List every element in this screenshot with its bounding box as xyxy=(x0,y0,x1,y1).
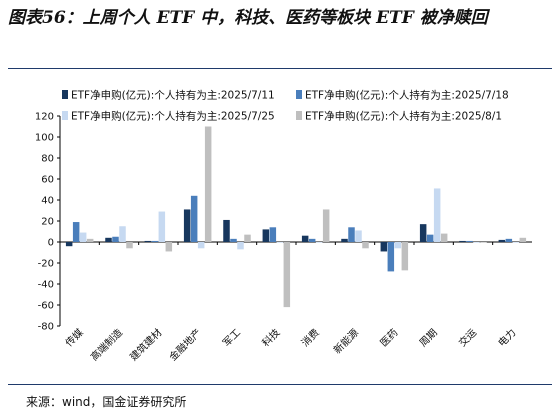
bar-3-2 xyxy=(119,226,126,242)
bar-2-2 xyxy=(112,236,119,242)
category-label: 消费 xyxy=(298,326,321,349)
y-tick-label: -20 xyxy=(38,259,54,270)
bar-3-9 xyxy=(394,242,402,249)
bar-3-3 xyxy=(158,211,166,242)
bar-4-2 xyxy=(126,242,133,249)
bar-2-3 xyxy=(151,240,159,242)
category-label: 军工 xyxy=(220,327,243,350)
y-tick-label: 120 xyxy=(35,112,54,123)
y-tick-label: 40 xyxy=(41,196,54,207)
bar-3-10 xyxy=(433,188,441,242)
y-tick-label: 80 xyxy=(41,154,54,165)
bar-4-7 xyxy=(322,209,330,242)
category-label: 高端制造 xyxy=(88,326,125,363)
category-label: 科技 xyxy=(259,326,282,349)
category-label: 交运 xyxy=(456,326,479,349)
bar-2-5 xyxy=(230,238,237,242)
bar-1-4 xyxy=(183,209,191,242)
y-tick-label: 20 xyxy=(41,217,54,228)
legend-label-1: ETF净申购(亿元):个人持有为主:2025/7/11 xyxy=(71,89,275,102)
bar-3-8 xyxy=(355,230,362,242)
figure-title: 图表56：上周个人 ETF 中，科技、医药等板块 ETF 被净赎回 xyxy=(8,8,488,28)
legend-label-2: ETF净申购(亿元):个人持有为主:2025/7/18 xyxy=(305,89,509,102)
bar-1-9 xyxy=(380,242,388,252)
y-tick-label: 100 xyxy=(35,133,54,144)
bar-1-5 xyxy=(223,219,230,242)
legend-swatch-3 xyxy=(62,111,68,120)
bar-1-10 xyxy=(419,224,427,242)
bar-2-12 xyxy=(505,238,513,242)
bar-4-9 xyxy=(401,242,409,271)
bar-1-1 xyxy=(65,242,73,247)
bar-2-1 xyxy=(72,222,80,242)
legend-swatch-1 xyxy=(62,90,68,99)
bar-3-4 xyxy=(197,242,205,249)
chart-legend: ETF净申购(亿元):个人持有为主:2025/7/11 ETF净申购(亿元):个人… xyxy=(62,89,509,123)
bar-1-7 xyxy=(301,235,309,242)
legend-label-4: ETF净申购(亿元):个人持有为主:2025/8/1 xyxy=(305,110,502,123)
y-tick-label: -80 xyxy=(38,322,54,333)
legend-label-3: ETF净申购(亿元):个人持有为主:2025/7/25 xyxy=(71,110,275,123)
bar-3-6 xyxy=(276,242,284,243)
bar-1-8 xyxy=(341,238,348,242)
chart-axes: -80 -60 -40 -20 0 20 40 60 80 100 120 传媒 高端制造 建筑建材 金融地… xyxy=(35,112,532,363)
bar-3-1 xyxy=(79,232,87,242)
bar-4-3 xyxy=(165,242,173,252)
bar-1-3 xyxy=(144,240,152,242)
bar-4-8 xyxy=(362,242,369,249)
bar-4-11 xyxy=(480,242,487,243)
chart-bars xyxy=(65,126,527,308)
category-label: 传媒 xyxy=(63,327,86,350)
bottom-divider xyxy=(8,384,552,385)
bar-1-2 xyxy=(105,237,112,242)
bar-2-6 xyxy=(269,227,277,242)
category-label: 周期 xyxy=(417,327,440,350)
bar-3-7 xyxy=(315,242,323,243)
bar-2-9 xyxy=(387,242,395,272)
y-tick-label: -40 xyxy=(38,280,54,291)
legend-swatch-2 xyxy=(296,90,302,99)
bar-1-11 xyxy=(459,240,466,242)
bar-3-12 xyxy=(512,242,520,243)
bar-3-5 xyxy=(237,242,244,250)
bar-4-10 xyxy=(440,233,448,242)
bar-3-11 xyxy=(473,242,480,243)
top-divider xyxy=(8,68,552,69)
bar-2-11 xyxy=(466,240,473,242)
y-tick-label: -60 xyxy=(38,301,54,312)
category-label: 新能源 xyxy=(331,326,361,356)
bar-4-6 xyxy=(283,242,291,308)
category-label: 医药 xyxy=(378,327,401,350)
bar-1-6 xyxy=(262,229,270,242)
legend-swatch-4 xyxy=(296,111,302,120)
source-note: 来源：wind，国金证券研究所 xyxy=(26,395,187,409)
bar-2-8 xyxy=(348,227,355,242)
bar-2-7 xyxy=(308,238,316,242)
category-label: 金融地产 xyxy=(166,326,203,363)
y-tick-label: 60 xyxy=(41,175,54,186)
category-label: 建筑建材 xyxy=(127,326,164,363)
bar-4-4 xyxy=(204,126,212,242)
bar-4-1 xyxy=(86,238,94,242)
bar-2-4 xyxy=(190,195,198,242)
category-label: 电力 xyxy=(495,326,518,349)
bar-4-5 xyxy=(244,234,251,242)
bar-2-10 xyxy=(426,234,434,242)
bar-1-12 xyxy=(498,239,506,242)
y-tick-label: 0 xyxy=(48,238,54,249)
bar-4-12 xyxy=(519,237,527,242)
